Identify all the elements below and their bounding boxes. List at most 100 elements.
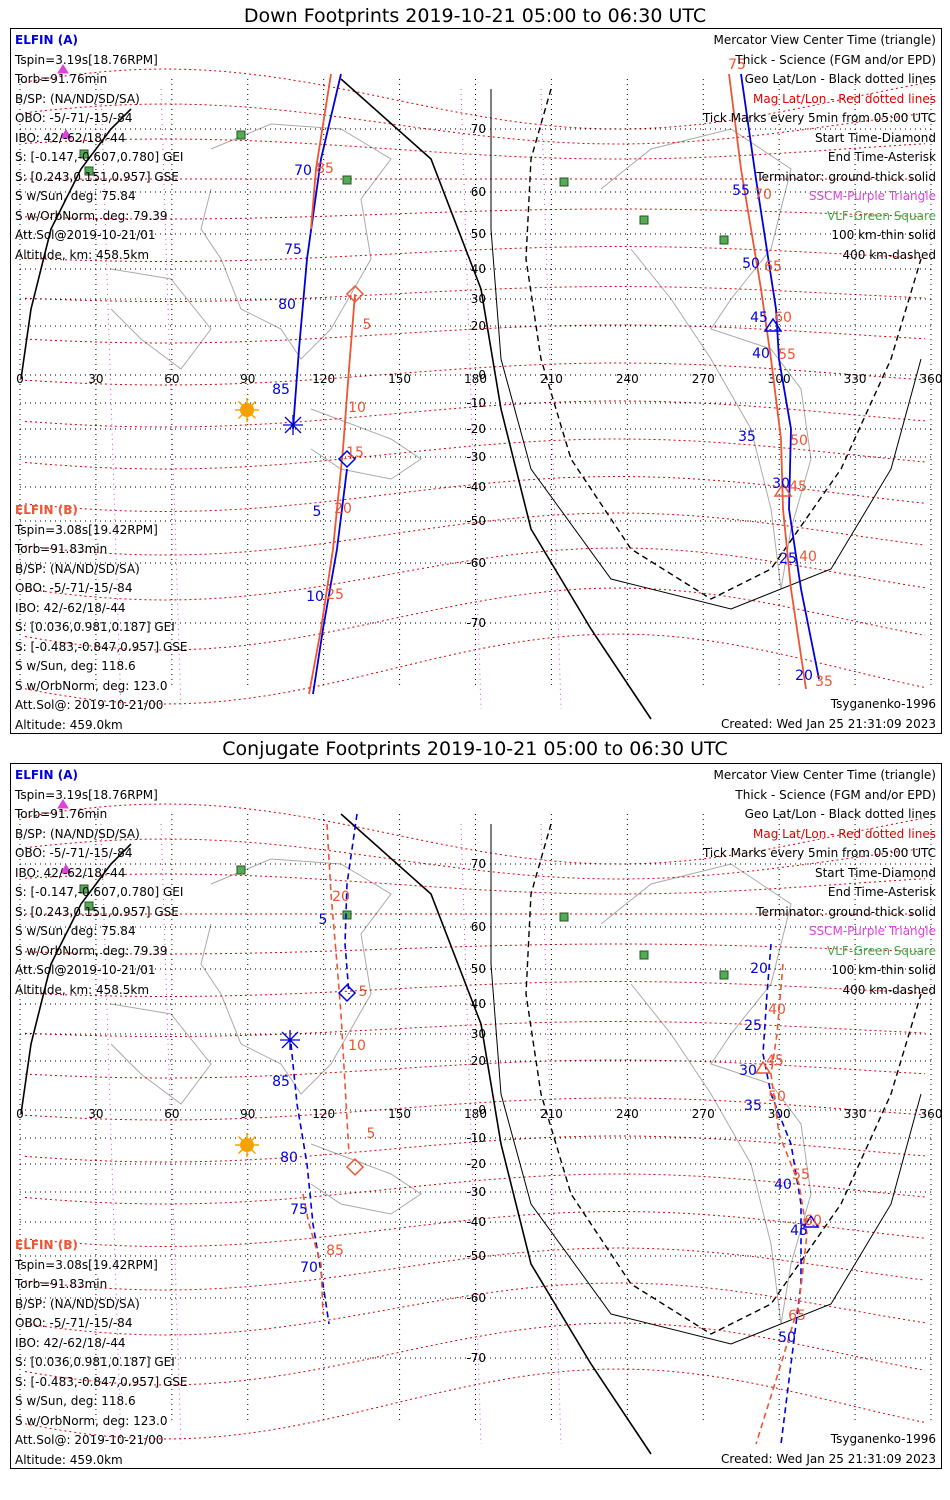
map-footer: Tsyganenko-1996 Created: Wed Jan 25 21:3… — [721, 695, 936, 734]
info-line: Torb=91.76min — [15, 72, 108, 86]
tick-label: 30 — [739, 1063, 757, 1079]
elfin-b-track — [728, 73, 807, 690]
info-line: Tspin=3.19s[18.76RPM] — [15, 787, 158, 802]
tick-label: 45 — [750, 310, 768, 326]
lon-label: 90 — [240, 372, 255, 386]
info-line: S w/OrbNorm, deg: 123.0 — [15, 1413, 168, 1428]
tick-label: 5 — [359, 984, 368, 1000]
info-line: S w/Sun, deg: 75.84 — [15, 924, 136, 938]
end-asterisk-marker — [283, 415, 303, 435]
mag-lat-line — [24, 68, 926, 130]
terminator-400km — [525, 823, 922, 1335]
mag-lat-line — [24, 587, 926, 651]
lat-label: 20 — [471, 319, 486, 333]
elfin-b-track — [308, 293, 356, 695]
info-line: OBO: -5/-71/-15/-84 — [15, 1316, 133, 1330]
mag-lat-line — [24, 1282, 926, 1336]
tick-label: 80 — [280, 1150, 298, 1166]
tick-label: 50 — [768, 1089, 786, 1105]
legend-item: Mag Lat/Lon - Red dotted lines — [752, 826, 936, 841]
vlf-station-square — [236, 130, 246, 140]
start-diamond-marker — [345, 1157, 365, 1177]
legend-item: Mercator View Center Time (triangle) — [713, 33, 936, 47]
info-line: S: [-0.147,-0.607,0.780] GEI — [15, 150, 184, 164]
panel-title: Conjugate Footprints 2019-10-21 05:00 to… — [222, 738, 728, 760]
mag-lat-line — [24, 803, 926, 865]
view-center-triangle — [754, 1060, 772, 1074]
legend-item: Thick - Science (FGM and/or EPD) — [735, 787, 936, 802]
sscm-meridian — [160, 823, 182, 1445]
tick-label: 30 — [772, 476, 790, 492]
lon-label: 150 — [388, 1107, 411, 1121]
vlf-station-square — [342, 910, 352, 920]
legend-item: Mercator View Center Time (triangle) — [713, 768, 936, 782]
legend-item: Terminator: ground-thick solid — [756, 169, 936, 184]
lon-label: 210 — [540, 1107, 563, 1121]
elfin-a-header: ELFIN (A) — [15, 768, 78, 782]
elfin-a-track — [344, 813, 358, 995]
mag-lat-line — [24, 438, 926, 470]
info-line: Altitude: 459.0km — [15, 1452, 123, 1467]
terminator-100km — [490, 89, 922, 610]
lat-label: 70 — [471, 122, 486, 136]
tick-label: 25 — [744, 1018, 762, 1034]
lon-label: 240 — [616, 1107, 639, 1121]
lat-label: -40 — [466, 1215, 486, 1229]
vlf-station-square — [719, 970, 729, 980]
info-line: S: [-0.147,-0.607,0.780] GEI — [15, 885, 184, 899]
vlf-station-square — [559, 177, 569, 187]
tick-label: 20 — [750, 961, 768, 977]
tick-label: 35 — [815, 674, 833, 690]
elfin-b-info: ELFIN (B) Tspin=3.08s[19.42RPM] Torb=91.… — [15, 1236, 188, 1470]
start-diamond-marker — [337, 449, 357, 469]
model-label: Tsyganenko-1996 — [830, 697, 936, 711]
tick-label: 10 — [348, 1038, 366, 1054]
lat-label: 20 — [471, 1054, 486, 1068]
map-footer: Tsyganenko-1996 Created: Wed Jan 25 21:3… — [721, 1430, 936, 1469]
tick-label: 10 — [348, 400, 366, 416]
lon-label: 210 — [540, 372, 563, 386]
sun-ray — [237, 400, 243, 406]
vlf-station-square — [342, 175, 352, 185]
info-line: S: [-0.483,-0.847,0.957] GSE — [15, 639, 188, 654]
start-diamond-marker — [345, 284, 365, 304]
tick-label: 85 — [316, 161, 334, 177]
lat-label: -40 — [466, 480, 486, 494]
tick-label: 70 — [754, 187, 772, 203]
lat-label: -60 — [466, 556, 486, 570]
info-line: S: [0.036,0.981,0.187] GEI — [15, 1355, 175, 1369]
tick-label: 20 — [332, 889, 350, 905]
tick-label: 70 — [294, 163, 312, 179]
lon-label: 0 — [16, 1107, 24, 1121]
info-line: Torb=91.83min — [15, 1277, 108, 1291]
sscm-meridian — [160, 88, 182, 710]
info-line: S: [0.243,0.151,0.957] GSE — [15, 169, 179, 184]
map-legend: Mercator View Center Time (triangle) Thi… — [703, 766, 936, 1000]
tick-label: 5 — [363, 317, 372, 333]
info-line: S w/Sun, deg: 75.84 — [15, 189, 136, 203]
lon-label: 300 — [768, 372, 791, 386]
vlf-station-square — [559, 912, 569, 922]
tick-label: 80 — [278, 297, 296, 313]
lon-label: 60 — [164, 1107, 179, 1121]
info-line: IBO: 42/-62/18/-44 — [15, 865, 126, 880]
mag-lat-line — [24, 362, 926, 386]
mag-lat-line — [24, 208, 926, 220]
info-line: Tspin=3.19s[18.76RPM] — [15, 52, 158, 67]
tick-label: 55 — [792, 1167, 810, 1183]
elfin-a-track — [740, 73, 820, 680]
terminator-100km — [490, 824, 922, 1345]
tick-label: 75 — [284, 242, 302, 258]
tick-label: 65 — [764, 259, 782, 275]
vlf-station-square — [79, 884, 89, 894]
lat-label: -30 — [466, 450, 486, 464]
lat-label: 0 — [478, 368, 486, 382]
tick-label: 40 — [774, 1177, 792, 1193]
sun-ray — [251, 1135, 257, 1141]
tick-label: 85 — [326, 1243, 344, 1259]
terminator-line — [20, 108, 132, 380]
info-line: Altitude, km: 458.5km — [15, 982, 150, 997]
info-line: OBO: -5/-71/-15/-84 — [15, 581, 133, 595]
legend-item: Geo Lat/Lon - Black dotted lines — [744, 72, 936, 86]
coastline — [200, 858, 392, 1095]
